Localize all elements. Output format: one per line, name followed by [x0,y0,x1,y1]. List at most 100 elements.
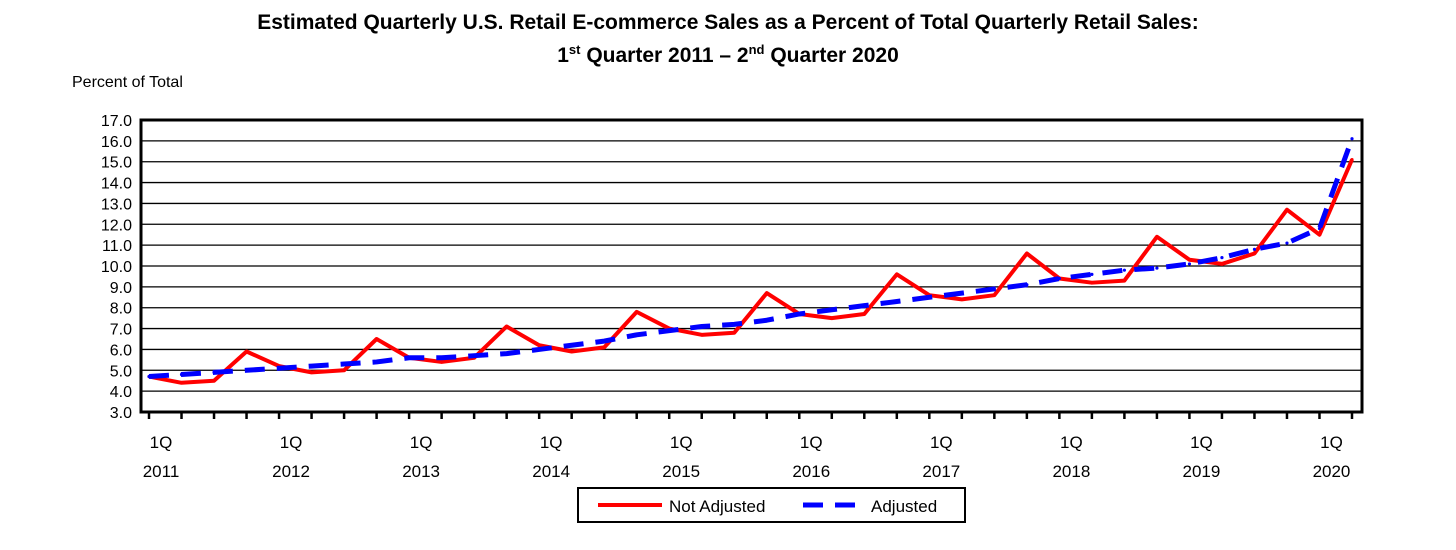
title-end-number: 2 [736,44,749,67]
y-tick-label: 16.0 [101,134,132,151]
x-tick-label-year: 2012 [272,462,310,481]
data-point [244,349,249,354]
data-point [862,304,866,308]
data-point [1155,235,1159,239]
x-tick-label-year: 2011 [143,462,180,481]
data-point [1285,208,1289,212]
data-point [1220,256,1224,260]
data-point [602,339,606,343]
title-start-superscript: st [568,42,581,57]
y-tick-label: 14.0 [101,176,132,193]
data-point [537,347,541,352]
data-point [179,372,184,377]
data-point [147,374,151,379]
data-point [472,354,476,358]
data-point [830,316,834,320]
x-tick-label-quarter: 1Q [540,433,563,452]
data-point [765,318,769,322]
data-point [1350,137,1354,141]
data-point [179,381,184,385]
y-tick-label: 8.0 [110,301,132,318]
data-point [862,312,866,316]
y-axis-label: Percent of Total [72,74,183,91]
y-tick-label: 7.0 [110,322,132,339]
legend-label-not-adjusted: Not Adjusted [669,497,765,516]
data-point [309,364,314,368]
x-tick-label-quarter: 1Q [1060,433,1083,452]
y-tick-label: 15.0 [101,155,132,172]
data-point [570,349,574,354]
data-point [830,308,834,312]
data-point [895,272,899,276]
data-point [244,368,249,372]
x-tick-label-quarter: 1Q [930,433,953,452]
y-tick-label: 17.0 [101,113,132,130]
y-tick-label: 9.0 [110,280,132,297]
title-middle-text: Quarter 2011 – [580,44,737,67]
data-point [1155,266,1159,270]
data-point [895,299,899,304]
data-point [342,368,346,372]
data-point [537,343,541,347]
x-tick-label-quarter: 1Q [280,433,303,452]
x-tick-label-year: 2013 [402,462,440,481]
data-point [797,312,801,316]
data-point [374,360,379,364]
data-point [1252,247,1257,251]
x-tick-label-quarter: 1Q [1190,433,1213,452]
data-point [505,324,509,329]
data-point [1285,241,1289,245]
title-end-text: Quarter 2020 [764,44,899,67]
data-point [440,356,444,360]
y-tick-label: 4.0 [110,384,132,401]
data-point [667,329,671,333]
data-point [1317,233,1322,237]
data-point [1122,268,1127,272]
y-tick-label: 6.0 [110,342,132,359]
x-tick-label-year: 2015 [662,462,700,481]
x-tick-label-quarter: 1Q [1320,433,1343,452]
data-point [1122,279,1127,283]
y-tick-label: 10.0 [101,259,132,276]
data-point [309,370,314,374]
data-point [1090,281,1094,285]
data-point [212,379,216,383]
data-point [1252,251,1257,256]
data-point [602,345,606,349]
x-tick-label-quarter: 1Q [410,433,433,452]
data-point [342,362,346,366]
data-point [700,333,704,337]
data-point [700,324,704,329]
data-point [1025,283,1029,287]
series-line-adjusted [148,137,1355,380]
title-start-number: 1 [557,44,569,67]
y-tick-label: 12.0 [101,217,132,234]
data-point [1187,258,1192,262]
y-tick-label: 13.0 [101,196,132,213]
x-tick-label-year: 2019 [1183,462,1221,481]
x-tick-label-quarter: 1Q [800,433,823,452]
data-point [732,322,736,326]
data-point [992,287,996,291]
data-point [1220,262,1224,266]
x-tick-label-year: 2018 [1052,462,1090,481]
data-point [212,370,216,374]
data-point [505,352,509,356]
data-point [960,291,964,295]
title-end-superscript: nd [748,42,765,57]
data-point [732,331,736,335]
data-point [1350,158,1354,162]
x-tick-label-year: 2014 [532,462,570,481]
x-tick-label-year: 2020 [1313,462,1351,481]
x-tick-label-year: 2016 [792,462,830,481]
data-point [765,291,769,295]
data-point [992,293,996,297]
data-point [570,343,574,347]
data-point [407,356,411,360]
data-point [440,360,444,364]
data-point [1317,226,1322,231]
data-point [635,310,639,314]
y-tick-label: 5.0 [110,363,132,380]
data-point [1187,262,1192,266]
